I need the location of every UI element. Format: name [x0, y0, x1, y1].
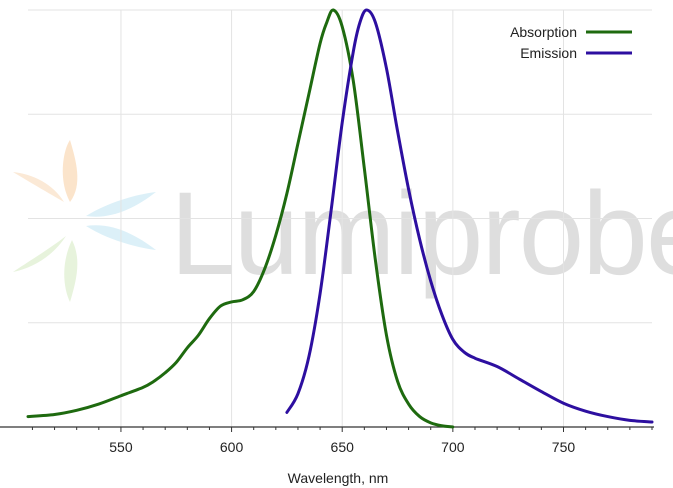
x-tick-label: 550 — [109, 439, 133, 455]
x-tick-label: 600 — [220, 439, 244, 455]
legend-item-emission: Emission — [520, 45, 632, 61]
series-line-emission — [285, 8, 654, 424]
lumiprobe-watermark: Lumiprobe — [13, 140, 673, 302]
legend: Absorption Emission — [510, 24, 632, 61]
grid — [28, 9, 652, 427]
legend-label: Absorption — [510, 24, 577, 40]
legend-label: Emission — [520, 45, 577, 61]
x-tick-label: 650 — [331, 439, 355, 455]
series-line-absorption — [26, 8, 455, 429]
x-tick-label: 700 — [441, 439, 465, 455]
lumiprobe-logo-icon — [13, 140, 156, 302]
series — [26, 8, 654, 429]
x-tick-label: 750 — [552, 439, 576, 455]
watermark-text: Lumiprobe — [170, 168, 673, 300]
legend-item-absorption: Absorption — [510, 24, 632, 40]
x-axis-title: Wavelength, nm — [288, 470, 389, 486]
x-axis: 550 600 650 700 750 — [0, 426, 654, 455]
